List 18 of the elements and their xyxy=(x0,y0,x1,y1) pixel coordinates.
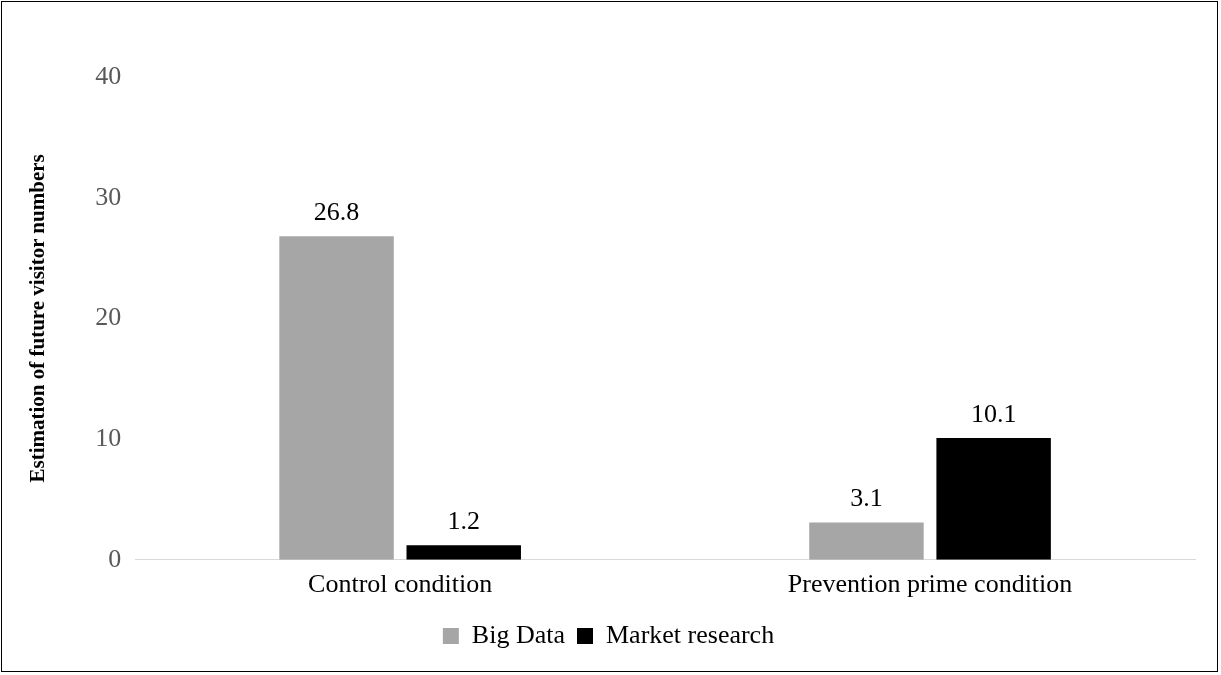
y-tick-label: 10 xyxy=(95,422,122,452)
y-tick-label: 30 xyxy=(95,181,122,211)
data-label: 10.1 xyxy=(970,398,1017,428)
y-tick-label: 0 xyxy=(108,543,122,573)
bar xyxy=(936,437,1051,560)
bar xyxy=(809,522,924,560)
bar xyxy=(406,545,521,560)
x-tick-label: Control condition xyxy=(308,569,493,599)
legend-label: Market research xyxy=(605,619,775,649)
y-tick-label: 20 xyxy=(95,302,122,332)
y-axis-title: Estimation of future visitor numbers xyxy=(25,154,50,483)
data-label: 3.1 xyxy=(850,483,883,513)
data-label: 1.2 xyxy=(447,506,480,536)
legend-label: Big Data xyxy=(471,619,566,649)
bar xyxy=(279,236,394,560)
x-tick-label: Prevention prime condition xyxy=(787,569,1073,599)
y-tick-label: 40 xyxy=(95,60,122,90)
data-label: 26.8 xyxy=(313,197,360,227)
